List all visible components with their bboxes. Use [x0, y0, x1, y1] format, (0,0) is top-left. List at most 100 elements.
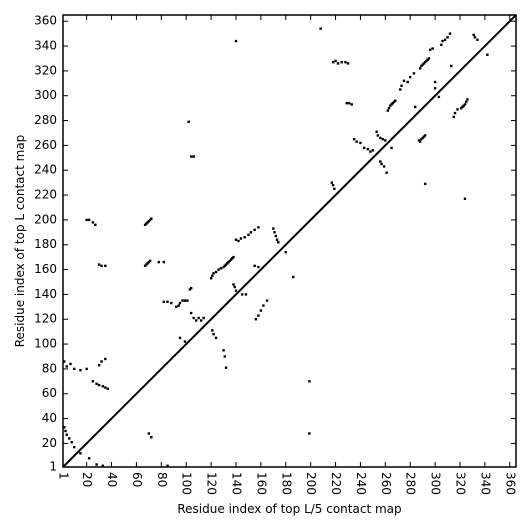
contact-point [194, 319, 198, 322]
contact-point [433, 87, 437, 90]
y-tick-label: 360 [34, 14, 57, 28]
contact-point [143, 264, 147, 268]
points-layer [63, 27, 489, 467]
contact-point [87, 457, 91, 460]
contact-point [421, 63, 424, 66]
contact-point [106, 387, 110, 390]
contact-point [214, 336, 218, 340]
contact-point [189, 155, 193, 158]
y-tick-label: 300 [34, 88, 57, 102]
contact-point [145, 222, 148, 225]
contact-point [253, 264, 256, 268]
contact-point [421, 136, 424, 140]
contact-point [466, 98, 469, 101]
contact-point [319, 27, 322, 30]
contact-point [387, 106, 391, 110]
contact-point [369, 150, 372, 153]
contact-point [340, 60, 343, 64]
contact-point [379, 136, 382, 140]
x-axis-ticks: 1 20 40 60 80 100 120 140 160 180 200 220 240 260 280 3… [57, 15, 517, 495]
contact-point [211, 274, 214, 277]
contact-point [353, 137, 356, 141]
contact-point [100, 264, 103, 268]
contact-point [265, 299, 269, 302]
contact-point [186, 299, 189, 302]
contact-point [147, 219, 151, 223]
contact-point [162, 260, 166, 264]
contact-point [385, 171, 388, 174]
contact-point [433, 80, 437, 84]
contact-point [79, 368, 82, 372]
contact-point [345, 101, 348, 105]
contact-point [292, 275, 295, 279]
x-tick-label: 120 [205, 472, 219, 495]
contact-point [427, 57, 431, 60]
x-axis-label: Residue index of top L/5 contact map [177, 502, 401, 516]
contact-point [379, 160, 382, 163]
y-tick-label: 220 [34, 188, 57, 202]
y-tick-label: 100 [34, 337, 57, 351]
contact-point [234, 289, 238, 292]
contact-point [147, 260, 151, 264]
contact-point [91, 221, 95, 224]
x-tick-label: 100 [180, 472, 194, 495]
x-tick-label: 280 [404, 472, 418, 495]
contact-point [64, 429, 67, 433]
contact-point [441, 39, 444, 43]
contact-point [197, 316, 200, 320]
x-tick-label: 220 [329, 472, 343, 495]
contact-point [95, 463, 98, 466]
contact-point [104, 264, 107, 268]
x-tick-label: 180 [279, 472, 293, 495]
contact-point [177, 304, 180, 307]
contact-point [431, 47, 434, 50]
contact-point [392, 100, 396, 104]
x-tick-label: 160 [254, 472, 268, 495]
y-tick-label: 200 [34, 212, 57, 226]
contact-point [100, 360, 103, 363]
contact-point [69, 362, 72, 366]
contact-point [253, 228, 256, 232]
contact-point [428, 48, 432, 51]
contact-point [380, 162, 383, 166]
x-tick-label: 40 [105, 472, 119, 487]
contact-point [150, 217, 153, 220]
contact-point [228, 259, 231, 263]
contact-point [274, 234, 278, 238]
contact-point [331, 60, 335, 64]
contact-point [450, 64, 453, 68]
contact-point [362, 146, 366, 150]
contact-point [188, 288, 192, 291]
contact-point [101, 385, 105, 388]
plot-frame [62, 14, 517, 468]
contact-point [145, 263, 148, 266]
y-tick-label: 80 [42, 361, 57, 375]
contact-point [409, 75, 412, 79]
contact-point [97, 383, 101, 387]
contact-point [212, 272, 215, 275]
contact-point [473, 36, 477, 39]
y-tick-label: 120 [34, 312, 57, 326]
contact-point [247, 233, 250, 236]
contact-point [472, 33, 475, 37]
contact-point [209, 277, 213, 280]
contact-point [389, 104, 392, 107]
contact-point [104, 386, 107, 389]
contact-point [91, 380, 95, 383]
contact-point [446, 36, 449, 39]
contact-point [178, 301, 182, 305]
contact-point [150, 435, 153, 439]
contact-point [262, 304, 265, 307]
contact-point [426, 58, 429, 61]
contact-point [346, 62, 350, 65]
y-tick-label: 160 [34, 262, 57, 276]
contact-point [183, 299, 187, 302]
y-tick-label: 20 [42, 436, 57, 450]
contact-point [308, 432, 311, 435]
contact-point [257, 265, 260, 269]
contact-point [146, 221, 149, 224]
y-tick-label: 240 [34, 163, 57, 177]
contact-point [461, 105, 464, 109]
contact-point [70, 440, 73, 444]
